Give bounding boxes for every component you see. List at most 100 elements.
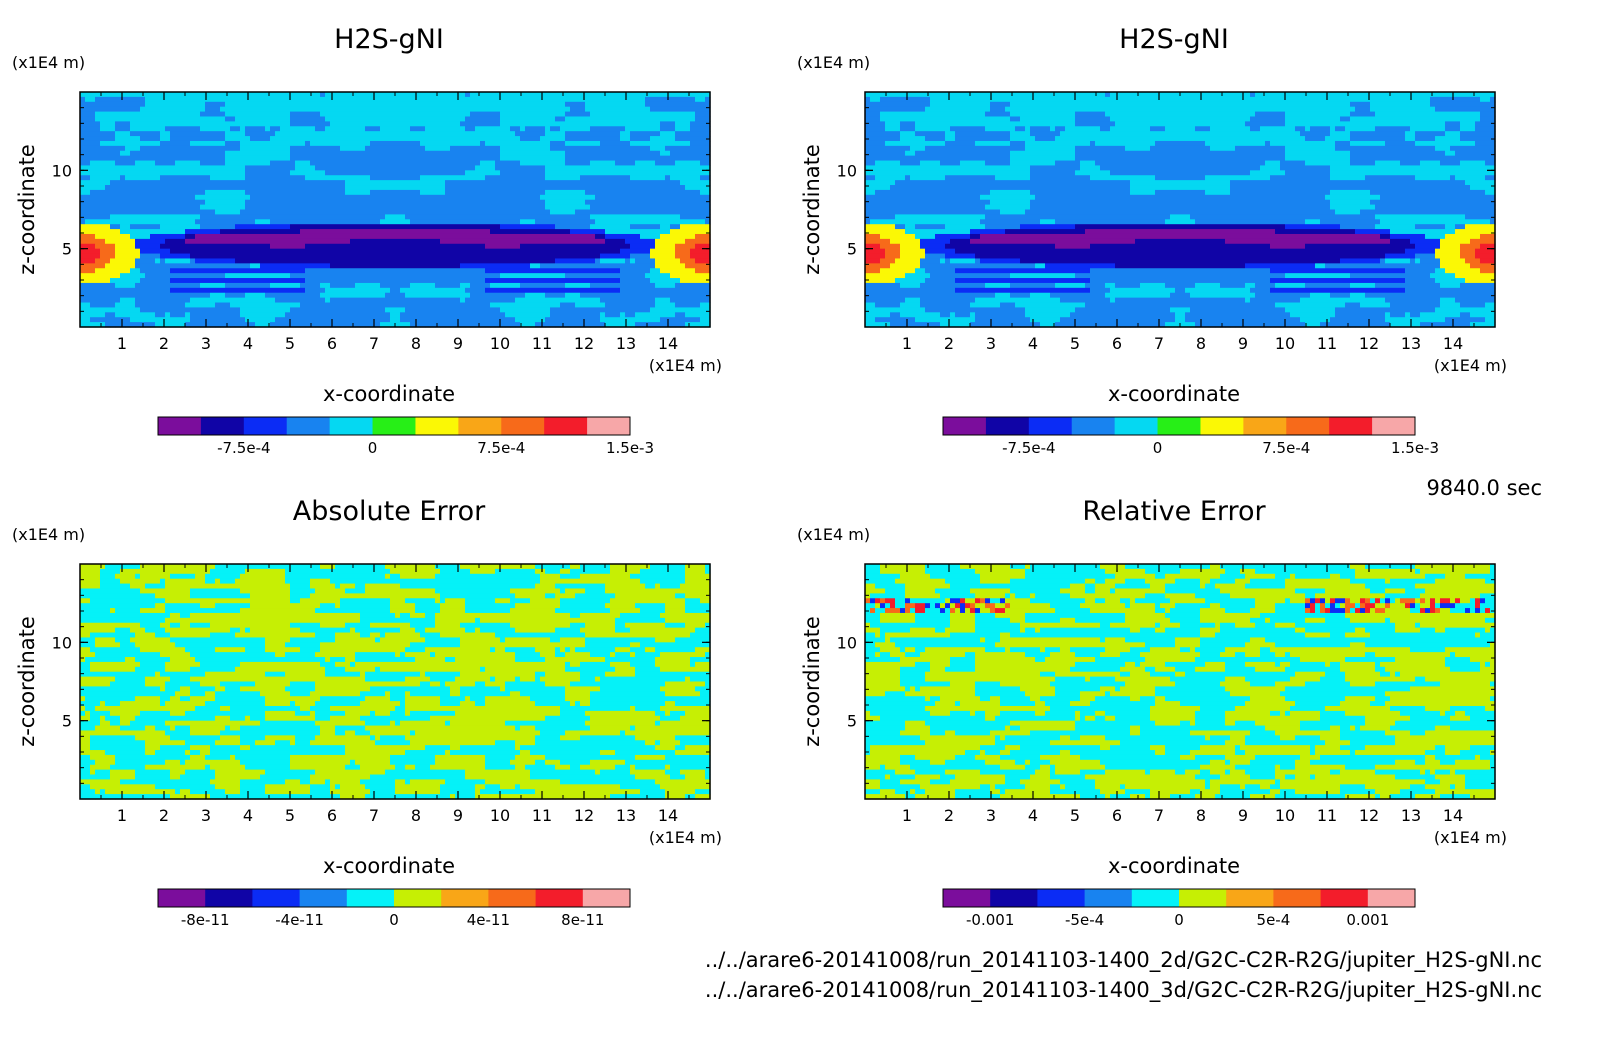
- heatmap-cell: [430, 312, 436, 318]
- heatmap-cell: [150, 238, 156, 245]
- heatmap-cell: [495, 116, 501, 122]
- heatmap-cell: [505, 258, 511, 264]
- heatmap-cell: [535, 204, 541, 211]
- heatmap-cell: [245, 101, 251, 108]
- heatmap-cell: [205, 302, 211, 309]
- heatmap-cell: [385, 292, 391, 299]
- heatmap-cell: [385, 263, 391, 269]
- heatmap-cell: [200, 219, 206, 225]
- heatmap-cell: [255, 292, 261, 299]
- heatmap-cell: [585, 317, 591, 323]
- heatmap-cell: [310, 180, 316, 186]
- heatmap-cell: [430, 307, 436, 313]
- heatmap-cell: [360, 248, 366, 255]
- heatmap-cell: [330, 106, 336, 113]
- heatmap-cell: [140, 238, 146, 245]
- heatmap-cell: [395, 194, 401, 201]
- heatmap-cell: [215, 233, 221, 240]
- heatmap-cell: [335, 297, 341, 304]
- heatmap-cell: [530, 273, 536, 279]
- heatmap-cell: [155, 150, 161, 157]
- heatmap-cell: [80, 131, 86, 137]
- heatmap-cell: [240, 160, 246, 167]
- heatmap-cell: [520, 302, 526, 309]
- heatmap-cell: [175, 302, 181, 309]
- heatmap-cell: [80, 106, 86, 113]
- heatmap-cell: [405, 268, 411, 274]
- heatmap-cell: [440, 224, 446, 230]
- heatmap-cell: [550, 229, 556, 235]
- heatmap-cell: [485, 268, 491, 274]
- heatmap-cell: [550, 170, 556, 176]
- heatmap-cell: [530, 224, 536, 230]
- heatmap-cell: [420, 199, 426, 206]
- heatmap-cell: [170, 111, 176, 118]
- heatmap-cell: [285, 287, 291, 294]
- heatmap-cell: [390, 140, 396, 147]
- heatmap-cell: [410, 268, 416, 274]
- heatmap-cell: [330, 253, 336, 260]
- heatmap-cell: [100, 322, 106, 328]
- heatmap-cell: [505, 282, 511, 289]
- heatmap-cell: [190, 155, 196, 162]
- heatmap-cell: [165, 248, 171, 255]
- heatmap-cell: [470, 219, 476, 225]
- heatmap-cell: [455, 101, 461, 108]
- heatmap-cell: [435, 317, 441, 323]
- heatmap-cell: [380, 268, 386, 274]
- heatmap-cell: [580, 219, 586, 225]
- heatmap-cell: [145, 238, 151, 245]
- heatmap-cell: [405, 180, 411, 186]
- heatmap-cell: [585, 297, 591, 304]
- heatmap-cell: [275, 155, 281, 162]
- heatmap-cell: [445, 287, 451, 294]
- heatmap-cell: [205, 92, 211, 98]
- heatmap-cell: [425, 96, 431, 103]
- heatmap-cell: [265, 136, 271, 142]
- heatmap-cell: [175, 297, 181, 304]
- heatmap-cell: [560, 214, 566, 220]
- heatmap-cell: [405, 229, 411, 235]
- heatmap-cell: [310, 126, 316, 132]
- heatmap-cell: [525, 273, 531, 279]
- heatmap-cell: [80, 204, 86, 211]
- heatmap-cell: [400, 282, 406, 289]
- heatmap-cell: [120, 258, 126, 264]
- heatmap-cell: [135, 297, 141, 304]
- heatmap-cell: [90, 204, 96, 211]
- heatmap-cell: [200, 292, 206, 299]
- heatmap-cell: [80, 317, 86, 323]
- heatmap-cell: [95, 292, 101, 299]
- heatmap-cell: [95, 282, 101, 289]
- heatmap-cell: [490, 101, 496, 108]
- heatmap-cell: [405, 131, 411, 137]
- heatmap-cell: [330, 96, 336, 103]
- heatmap-cell: [150, 302, 156, 309]
- heatmap-cell: [150, 180, 156, 186]
- heatmap-cell: [320, 302, 326, 309]
- heatmap-cell: [590, 180, 596, 186]
- heatmap-cell: [550, 155, 556, 162]
- heatmap-cell: [215, 263, 221, 269]
- heatmap-cell: [585, 92, 591, 98]
- heatmap-cell: [400, 253, 406, 260]
- heatmap-cell: [555, 189, 561, 196]
- heatmap-cell: [90, 322, 96, 328]
- heatmap-cell: [395, 243, 401, 250]
- heatmap-cell: [195, 209, 201, 215]
- heatmap-cell: [535, 165, 541, 171]
- heatmap-cell: [330, 312, 336, 318]
- heatmap-cell: [290, 126, 296, 132]
- heatmap-cell: [110, 258, 116, 264]
- heatmap-cell: [340, 121, 346, 127]
- heatmap-cell: [440, 302, 446, 309]
- heatmap-cell: [545, 238, 551, 245]
- heatmap-cell: [440, 150, 446, 157]
- heatmap-cell: [530, 248, 536, 255]
- heatmap-cell: [95, 287, 101, 294]
- heatmap-cell: [435, 126, 441, 132]
- heatmap-cell: [460, 317, 466, 323]
- heatmap-cell: [120, 214, 126, 220]
- heatmap-cell: [235, 126, 241, 132]
- heatmap-cell: [510, 214, 516, 220]
